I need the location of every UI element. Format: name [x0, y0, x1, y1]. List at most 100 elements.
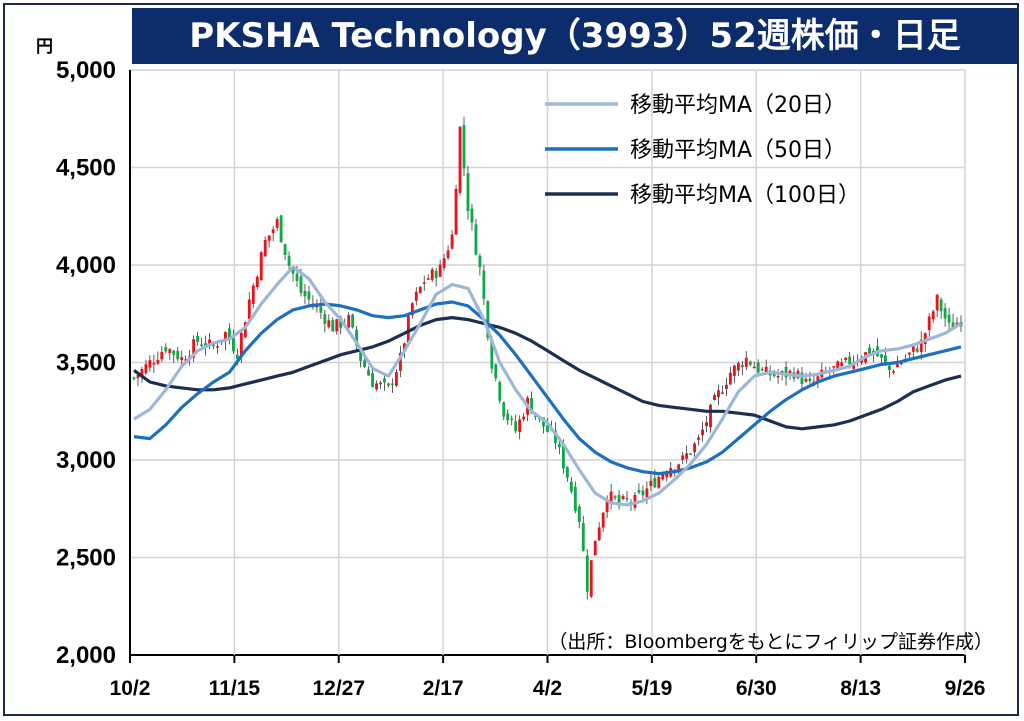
candle-body [895, 364, 899, 368]
candle-body [414, 291, 418, 301]
ma-lines [133, 265, 962, 507]
candle-body [291, 266, 295, 274]
candle-body [784, 366, 788, 378]
candle-body [649, 480, 653, 487]
candle-body [788, 370, 792, 374]
candle-body [589, 560, 593, 597]
candle-body [275, 219, 279, 228]
candle-body [355, 329, 359, 346]
candle-body [398, 352, 402, 371]
candle-body [685, 453, 689, 459]
candle-body [279, 215, 283, 243]
y-tick-label: 3,500 [56, 350, 116, 377]
candle-body [581, 523, 585, 551]
candle-body [490, 340, 494, 369]
candle-body [410, 303, 414, 316]
candle-body [263, 239, 267, 257]
legend: 移動平均MA（20日） 移動平均MA（50日） 移動平均MA（100日） [545, 93, 860, 208]
candle-body [426, 278, 430, 280]
candle-body [450, 234, 454, 249]
x-tick-label: 2/17 [423, 677, 464, 700]
candle-body [748, 361, 752, 365]
candle-body [224, 332, 227, 342]
x-axis-ticks: 10/2 11/15 12/27 2/17 4/2 5/19 6/30 8/13 9/26 [110, 655, 986, 700]
candle-body [947, 314, 951, 323]
chart-title: PKSHA Technology（3993）52週株価・日足 [189, 16, 961, 56]
candle-body [422, 282, 426, 284]
candle-body [371, 373, 374, 388]
candle-body [657, 476, 661, 488]
candle-body [307, 291, 311, 300]
ma-line [133, 265, 962, 507]
candle-body [601, 512, 605, 528]
y-tick-label: 3,000 [56, 447, 116, 474]
candle-body [919, 339, 923, 352]
x-tick-label: 8/13 [840, 677, 881, 700]
candle-body [144, 364, 148, 374]
y-tick-label: 4,000 [56, 252, 116, 279]
candle-body [160, 351, 164, 360]
candle-body [486, 301, 490, 338]
candle-body [625, 498, 629, 500]
candle-body [645, 488, 649, 498]
candle-body [661, 474, 665, 480]
candle-body [510, 418, 514, 421]
candle-body [677, 464, 681, 470]
candle-body [498, 381, 502, 401]
candle-body [180, 357, 184, 361]
candle-body [709, 404, 712, 428]
candle-body [816, 376, 820, 382]
candle-body [323, 314, 327, 324]
candle-body [597, 527, 601, 541]
y-tick-label: 2,500 [56, 545, 116, 572]
legend-label: 移動平均MA（100日） [630, 183, 860, 208]
candle-body [172, 350, 176, 355]
candle-body [800, 372, 804, 384]
candle-body [955, 322, 959, 325]
candle-body [315, 305, 319, 308]
candle-body [534, 415, 538, 418]
candle-body [243, 322, 247, 338]
candle-body [331, 320, 335, 332]
candle-body [462, 125, 466, 169]
candle-body [522, 416, 526, 420]
candle-body [931, 311, 935, 320]
candle-body [577, 506, 581, 523]
candle-body [299, 276, 303, 293]
candle-body [140, 369, 144, 376]
candle-body [363, 360, 367, 367]
candle-body [764, 366, 768, 375]
candle-body [303, 290, 307, 297]
candle-body [756, 362, 760, 373]
candle-body [808, 378, 812, 382]
x-tick-label: 10/2 [110, 677, 151, 700]
candle-body [899, 362, 903, 365]
candle-body [565, 467, 569, 478]
candle-body [239, 333, 243, 356]
candle-body [939, 299, 943, 312]
candle-body [216, 346, 219, 348]
candle-body [728, 372, 732, 385]
y-axis-ticks: 2,000 2,500 3,000 3,500 4,000 4,500 5,000 [56, 57, 116, 669]
candle-body [466, 173, 470, 212]
candle-body [319, 306, 323, 313]
candle-body [212, 344, 215, 347]
candle-body [474, 224, 478, 255]
candle-body [132, 377, 136, 380]
candle-body [836, 361, 840, 370]
candle-body [546, 424, 549, 432]
candle-body [585, 555, 589, 592]
x-tick-label: 9/26 [945, 677, 986, 700]
candle-body [887, 365, 891, 371]
candle-body [478, 255, 482, 268]
candle-body [470, 208, 474, 223]
candle-body [227, 328, 231, 341]
candle-body [605, 501, 609, 513]
candle-body [271, 229, 275, 234]
candle-body [693, 443, 697, 453]
y-tick-label: 4,500 [56, 155, 116, 182]
candle-body [438, 264, 442, 277]
candle-body [880, 354, 883, 358]
candle-body [593, 540, 597, 556]
